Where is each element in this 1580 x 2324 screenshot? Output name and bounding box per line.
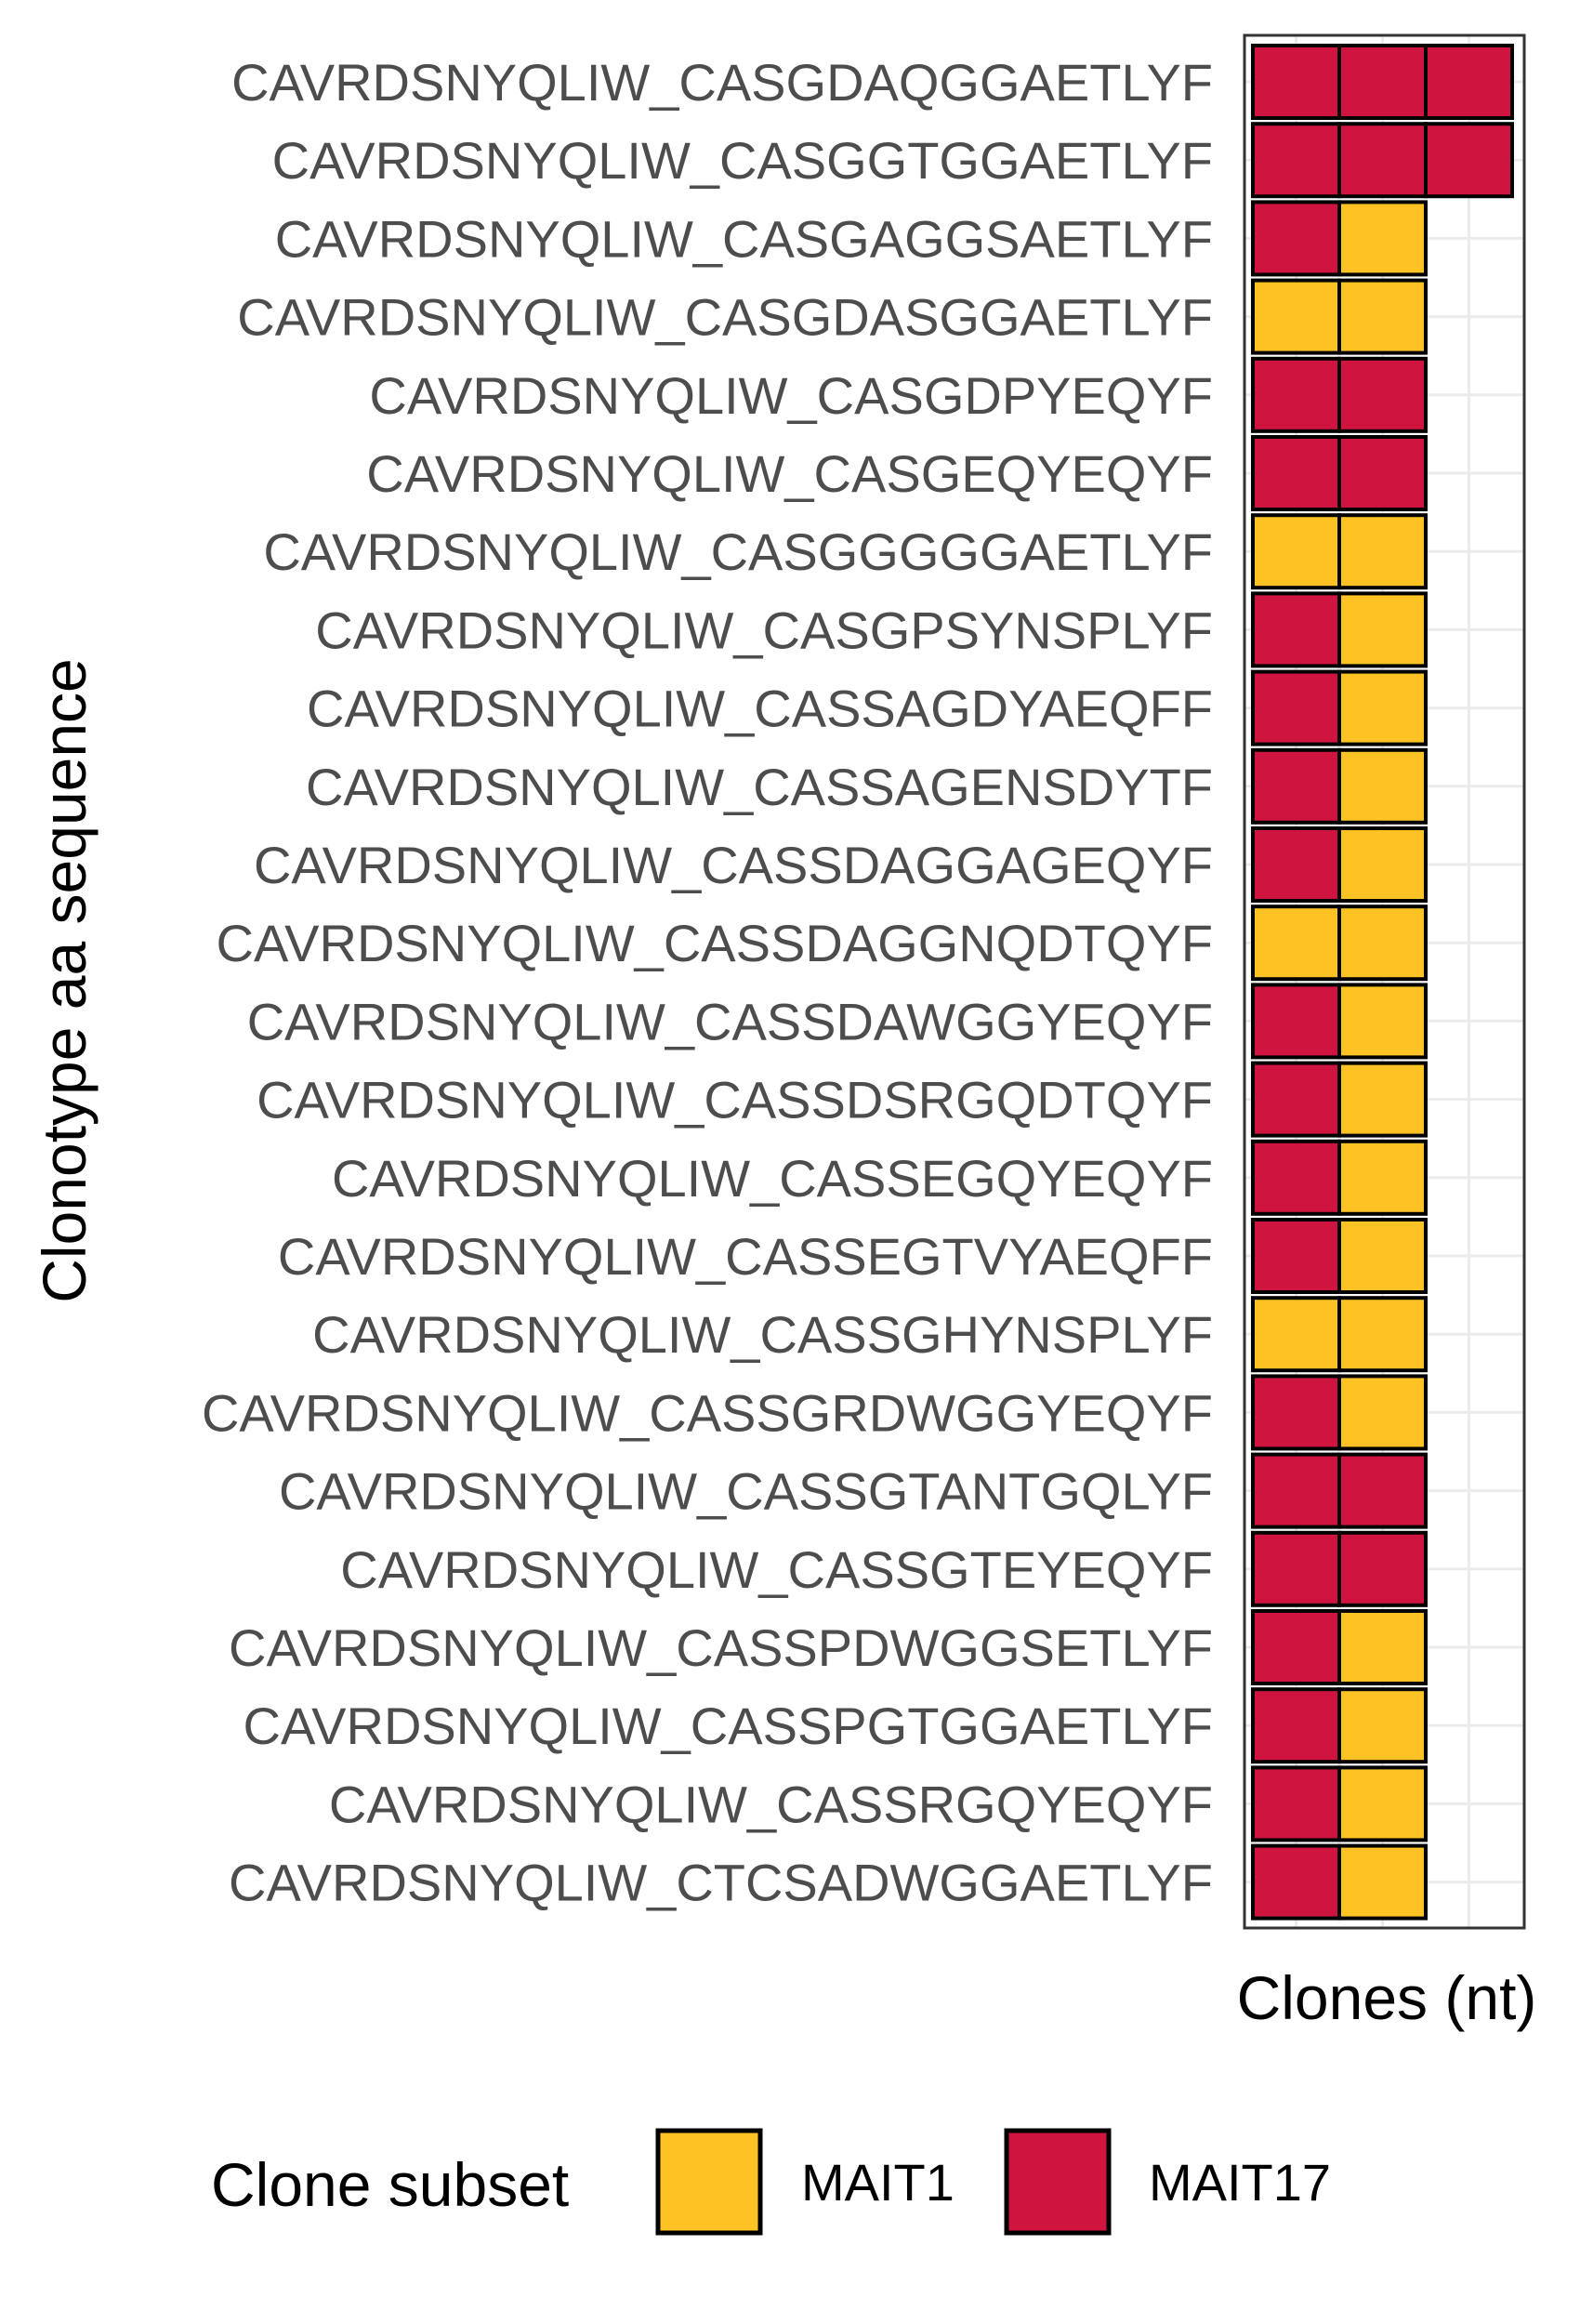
tile-mait1 — [1337, 591, 1428, 668]
tile-mait1 — [1337, 905, 1428, 982]
y-tick-label: CAVRDSNYQLIW_CASSAGDYAEQFF — [307, 680, 1213, 738]
tile-mait1 — [1337, 1061, 1428, 1138]
tile-mait1 — [1251, 513, 1341, 590]
tile-mait1 — [1337, 1218, 1428, 1294]
tile-mait1 — [1251, 905, 1341, 982]
tile-mait1 — [1337, 826, 1428, 903]
tile-mait17 — [1337, 122, 1428, 199]
y-tick-label: CAVRDSNYQLIW_CTCSADWGGAETLYF — [229, 1854, 1213, 1912]
tile-mait1 — [1337, 1843, 1428, 1921]
tile-mait1 — [1337, 747, 1428, 825]
y-tick-label: CAVRDSNYQLIW_CASSPDWGGSETLYF — [229, 1618, 1213, 1677]
tile-mait17 — [1251, 1765, 1341, 1842]
y-tick-label: CAVRDSNYQLIW_CASSGHYNSPLYF — [312, 1305, 1213, 1364]
tile-mait17 — [1251, 747, 1341, 825]
tile-mait1 — [1337, 1687, 1428, 1764]
tile-mait17 — [1251, 200, 1341, 277]
y-tick-label: CAVRDSNYQLIW_CASGPSYNSPLYF — [315, 601, 1213, 659]
plot-panel — [1243, 33, 1526, 1930]
y-tick-label: CAVRDSNYQLIW_CASSDAWGGYEQYF — [247, 992, 1213, 1050]
tile-mait1 — [1337, 1296, 1428, 1373]
tile-mait17 — [1337, 1530, 1428, 1607]
y-tick-labels: CAVRDSNYQLIW_CASGDAQGGAETLYF CAVRDSNYQLIW… — [202, 53, 1213, 1912]
tile-mait1 — [1337, 513, 1428, 590]
tile-mait17 — [1251, 1530, 1341, 1607]
legend-title: Clone subset — [211, 2150, 569, 2219]
y-tick-label: CAVRDSNYQLIW_CASSEGQYEQYF — [332, 1149, 1213, 1208]
tile-mait1 — [1337, 200, 1428, 277]
y-tick-label: CAVRDSNYQLIW_CASSGTANTGQLYF — [279, 1462, 1213, 1521]
tile-mait1 — [1337, 1139, 1428, 1216]
tile-mait1 — [1251, 1296, 1341, 1373]
y-tick-label: CAVRDSNYQLIW_CASGEQYEQYF — [366, 444, 1213, 503]
tile-mait17 — [1251, 1843, 1341, 1921]
tile-mait1 — [1337, 669, 1428, 746]
tile-mait17 — [1251, 1609, 1341, 1685]
tiles — [1251, 44, 1514, 1921]
y-tick-label: CAVRDSNYQLIW_CASSAGENSDYTF — [306, 758, 1213, 816]
y-tick-label: CAVRDSNYQLIW_CASGDPYEQYF — [369, 366, 1213, 425]
tile-mait1 — [1337, 1765, 1428, 1842]
tile-mait17 — [1251, 591, 1341, 668]
tile-mait17 — [1251, 1139, 1341, 1216]
tile-mait17 — [1251, 435, 1341, 511]
y-tick-label: CAVRDSNYQLIW_CASGDASGGAETLYF — [237, 288, 1213, 347]
y-tick-label: CAVRDSNYQLIW_CASGGGGGAETLYF — [263, 522, 1213, 581]
tile-mait17 — [1251, 356, 1341, 433]
y-axis-title: Clonotype aa sequence — [30, 658, 99, 1303]
legend-label-mait17: MAIT17 — [1149, 2153, 1331, 2212]
tile-mait1 — [1251, 278, 1341, 355]
y-tick-label: CAVRDSNYQLIW_CASSGTEYEQYF — [340, 1540, 1213, 1599]
tile-mait1 — [1337, 1374, 1428, 1451]
legend-label-mait1: MAIT1 — [801, 2153, 955, 2212]
y-tick-label: CAVRDSNYQLIW_CASSDAGGAGEQYF — [254, 836, 1213, 894]
tile-mait17 — [1251, 983, 1341, 1060]
y-tick-label: CAVRDSNYQLIW_CASSRGQYEQYF — [329, 1775, 1213, 1833]
y-tick-label: CAVRDSNYQLIW_CASSPGTGGAETLYF — [244, 1697, 1213, 1755]
tile-mait17 — [1337, 1452, 1428, 1529]
tile-mait17 — [1251, 826, 1341, 903]
legend-key-mait17 — [1004, 2128, 1112, 2236]
tile-mait17 — [1337, 435, 1428, 511]
tile-mait17 — [1337, 356, 1428, 433]
y-tick-label: CAVRDSNYQLIW_CASSGRDWGGYEQYF — [202, 1383, 1213, 1442]
y-tick-label: CAVRDSNYQLIW_CASGAGGSAETLYF — [275, 209, 1213, 268]
y-tick-label: CAVRDSNYQLIW_CASSDAGGNQDTQYF — [217, 914, 1213, 972]
tile-mait17 — [1424, 44, 1514, 120]
tile-mait17 — [1251, 1061, 1341, 1138]
tile-mait17 — [1251, 669, 1341, 746]
tile-mait17 — [1424, 122, 1514, 199]
x-axis-title: Clones (nt) — [1237, 1963, 1537, 2032]
y-tick-label: CAVRDSNYQLIW_CASSDSRGQDTQYF — [257, 1071, 1213, 1129]
tile-mait17 — [1251, 1218, 1341, 1294]
panel-border — [1243, 33, 1526, 1930]
y-tick-label: CAVRDSNYQLIW_CASSEGTVYAEQFF — [278, 1227, 1213, 1286]
tile-mait17 — [1251, 1374, 1341, 1451]
y-tick-label: CAVRDSNYQLIW_CASGDAQGGAETLYF — [231, 53, 1213, 112]
legend: Clone subset MAIT1 MAIT17 — [211, 2128, 1331, 2236]
y-tick-label: CAVRDSNYQLIW_CASGGTGGAETLYF — [272, 131, 1213, 190]
tile-mait17 — [1251, 122, 1341, 199]
tile-mait1 — [1337, 983, 1428, 1060]
tile-mait17 — [1251, 1687, 1341, 1764]
legend-key-mait1 — [655, 2128, 763, 2236]
tile-mait17 — [1251, 44, 1341, 120]
tile-mait17 — [1251, 1452, 1341, 1529]
tile-mait17 — [1337, 44, 1428, 120]
tile-mait1 — [1337, 1609, 1428, 1685]
tile-mait1 — [1337, 278, 1428, 355]
